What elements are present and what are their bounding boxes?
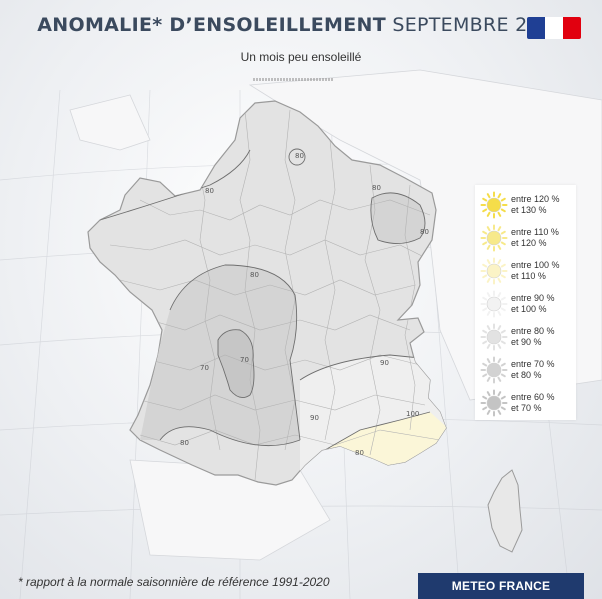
legend-label: et 100 %: [511, 304, 547, 314]
sun-icon-110-120: [480, 224, 508, 252]
sun-icon-70-80: [480, 356, 508, 384]
isolines: [99, 148, 441, 451]
legend-label: entre 90 %: [511, 293, 555, 303]
contour-label: 70: [200, 364, 209, 372]
legend-item: entre 60 % et 70 %: [475, 387, 576, 419]
contour-label: 80: [205, 187, 214, 195]
contour-label: 100: [406, 410, 419, 418]
legend-label: entre 100 %: [511, 260, 560, 270]
legend-item: entre 100 % et 110 %: [475, 255, 576, 287]
legend-item: entre 110 % et 120 %: [475, 222, 576, 254]
legend-item: entre 90 % et 100 %: [475, 288, 576, 320]
legend-label: entre 60 %: [511, 392, 555, 402]
legend-label: entre 80 %: [511, 326, 555, 336]
corsica: [487, 469, 523, 553]
legend: entre 120 % et 130 % entre 110 % et 120 % …: [475, 185, 576, 420]
zone-70-80-east: [370, 192, 425, 244]
legend-label: et 120 %: [511, 238, 547, 248]
legend-label: entre 110 %: [511, 227, 559, 237]
page-title: ANOMALIE* D’ENSOLEILLEMENT SEPTEMBRE 202…: [0, 14, 602, 36]
meteo-france-logo: METEO FRANCE: [418, 573, 584, 599]
contour-label: 80: [295, 152, 304, 160]
contour-label: 90: [310, 414, 319, 422]
sun-icon-120-130: [480, 191, 508, 219]
sun-icon-100-110: [480, 257, 508, 285]
department-borders: [109, 109, 441, 481]
legend-item: entre 70 % et 80 %: [475, 354, 576, 386]
zone-60-70: [218, 329, 254, 398]
sun-icon-60-70: [480, 389, 508, 417]
legend-item: entre 120 % et 130 %: [475, 189, 576, 221]
subtitle-divider: [253, 78, 333, 81]
sun-icon-80-90: [480, 323, 508, 351]
legend-label: et 80 %: [511, 370, 542, 380]
legend-label: et 70 %: [511, 403, 542, 413]
title-light: SEPTEMBRE 2025: [392, 14, 565, 36]
subtitle: Un mois peu ensoleillé: [240, 50, 362, 64]
republique-flag-logo: [527, 17, 581, 39]
sun-icon-90-100: [480, 290, 508, 318]
legend-item: entre 80 % et 90 %: [475, 321, 576, 353]
legend-label: entre 120 %: [511, 194, 560, 204]
contour-label: 80: [180, 439, 189, 447]
contour-label: 70: [240, 356, 249, 364]
contour-label: 90: [380, 359, 389, 367]
contour-label: 80: [372, 184, 381, 192]
legend-label: entre 70 %: [511, 359, 555, 369]
legend-label: et 110 %: [511, 271, 546, 281]
contour-label: 80: [420, 228, 429, 236]
title-bold: ANOMALIE* D’ENSOLEILLEMENT: [37, 14, 386, 36]
contour-label: 80: [250, 271, 259, 279]
legend-label: et 90 %: [511, 337, 542, 347]
contour-label: 80: [355, 449, 364, 457]
uk-land: [69, 94, 151, 151]
legend-label: et 130 %: [511, 205, 547, 215]
footnote: * rapport à la normale saisonnière de ré…: [18, 575, 330, 589]
